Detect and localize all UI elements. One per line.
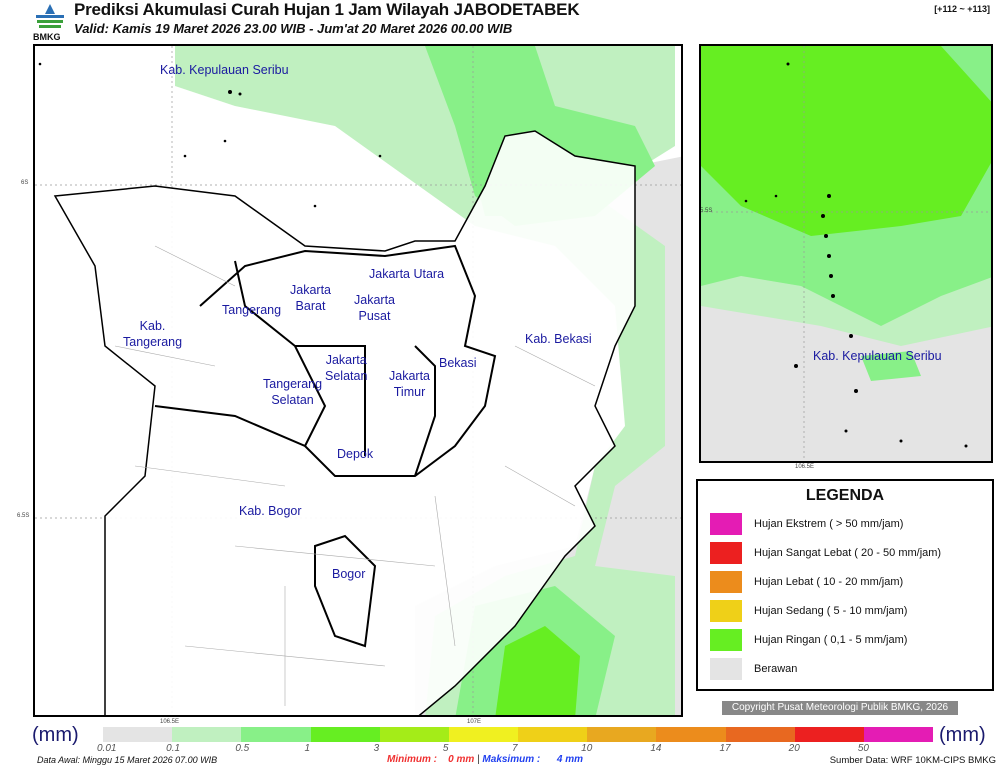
bmkg-logo: BMKG	[33, 2, 67, 42]
legend-swatch	[710, 571, 742, 593]
colorbar-tick: 0.01	[97, 743, 117, 754]
logo-text: BMKG	[33, 32, 61, 42]
legend-title: LEGENDA	[805, 487, 885, 504]
legend-item: Hujan Lebat ( 10 - 20 mm/jam)	[710, 571, 903, 593]
map-label: Jakarta Utara	[369, 267, 445, 281]
colorbar-tick: 5	[442, 743, 449, 754]
colorbar-tick: 17	[719, 743, 731, 754]
colorbar-segment	[863, 727, 934, 742]
colorbar-segment	[518, 727, 588, 742]
legend-label: Hujan Sedang ( 5 - 10 mm/jam)	[754, 605, 908, 617]
forecast-step-code: [+112 ~ +113]	[934, 4, 990, 14]
colorbar-tick: 1	[304, 743, 311, 754]
colorbar-tick: 20	[788, 743, 800, 754]
colorbar-tick: 3	[373, 743, 380, 754]
colorbar	[103, 727, 934, 742]
data-awal: Data Awal: Minggu 15 Maret 2026 07.00 WI…	[37, 755, 218, 765]
legend-label: Hujan Sangat Lebat ( 20 - 50 mm/jam)	[754, 547, 942, 559]
colorbar-tick: 0.1	[166, 743, 181, 754]
colorbar-segment	[172, 727, 242, 742]
legend-label: Hujan Ekstrem ( > 50 mm/jam)	[754, 518, 904, 530]
min-label: Minimum :	[387, 754, 437, 765]
max-value: 4 mm	[556, 754, 584, 765]
lat-tick: 5.5S	[700, 208, 713, 214]
colorbar-tick: 10	[581, 743, 593, 754]
colorbar-segment	[379, 727, 449, 742]
legend-label: Hujan Ringan ( 0,1 - 5 mm/jam)	[754, 634, 908, 646]
lat-tick: 6S	[21, 180, 29, 186]
lon-tick: 107E	[467, 719, 482, 725]
colorbar-segment	[794, 727, 864, 742]
data-source: Sumber Data: WRF 10KM-CIPS BMKG	[829, 755, 996, 766]
map-label: Depok	[337, 447, 374, 461]
lat-tick: 6.5S	[17, 513, 30, 519]
colorbar-segment	[725, 727, 795, 742]
legend-swatch	[710, 629, 742, 651]
colorbar-segment	[241, 727, 311, 742]
legend-swatch	[710, 658, 742, 680]
lon-tick: 106.5E	[160, 719, 180, 725]
legend-item: Hujan Ringan ( 0,1 - 5 mm/jam)	[710, 629, 907, 651]
map-label: Bogor	[332, 567, 366, 581]
colorbar-segment	[448, 727, 519, 742]
separator: |	[477, 754, 480, 765]
map-label: Bekasi	[439, 356, 477, 370]
max-label: Maksimum :	[482, 754, 541, 765]
map-label: Jakarta Pusat	[354, 293, 395, 323]
colorbar-segment	[656, 727, 726, 742]
valid-period: Valid: Kamis 19 Maret 2026 23.00 WIB - J…	[74, 21, 513, 36]
copyright: Copyright Pusat Meteorologi Publik BMKG,…	[722, 701, 958, 715]
colorbar-tick: 0.5	[235, 743, 250, 754]
colorbar-segment	[587, 727, 657, 742]
inset-lon-tick: 106.5E	[795, 464, 815, 470]
legend-label: Hujan Lebat ( 10 - 20 mm/jam)	[754, 576, 904, 588]
map-label: Tangerang Selatan	[263, 377, 323, 407]
legend-swatch	[710, 600, 742, 622]
page-title: Prediksi Akumulasi Curah Hujan 1 Jam Wil…	[74, 0, 580, 19]
region-boundaries	[53, 130, 636, 715]
colorbar-tick: 7	[512, 743, 518, 754]
map-label: Kab. Bekasi	[525, 332, 592, 346]
unit-right: (mm)	[939, 724, 986, 746]
map-label: Tangerang	[222, 303, 282, 317]
map-label: Jakarta Timur	[389, 369, 430, 399]
legend-swatch	[710, 513, 742, 535]
map-label: Kab. Tangerang	[123, 319, 183, 349]
legend-item: Berawan	[710, 658, 797, 680]
legend-item: Hujan Sangat Lebat ( 20 - 50 mm/jam)	[710, 542, 941, 564]
map-label: Kab. Kepulauan Seribu	[160, 63, 289, 77]
legend-swatch	[710, 542, 742, 564]
inset-label: Kab. Kepulauan Seribu	[813, 349, 942, 363]
colorbar-segment	[103, 727, 173, 742]
colorbar-tick: 14	[650, 743, 662, 754]
map-label: Kab. Bogor	[239, 504, 302, 518]
min-value: 0 mm	[448, 754, 475, 765]
legend-label: Berawan	[754, 663, 798, 675]
legend-item: Hujan Sedang ( 5 - 10 mm/jam)	[710, 600, 907, 622]
colorbar-segment	[310, 727, 380, 742]
unit-left: (mm)	[32, 724, 79, 746]
legend: LEGENDA Hujan Ekstrem ( > 50 mm/jam) Huja…	[696, 479, 994, 691]
colorbar-tick: 50	[857, 743, 869, 754]
map-label: Jakarta Barat	[290, 283, 331, 313]
inset-map[interactable]: Kab. Kepulauan Seribu 5.5S	[699, 44, 993, 463]
map-label: Jakarta Selatan	[325, 353, 368, 383]
island-dots	[38, 62, 382, 208]
min-max: Minimum : 0 mm | Maksimum : 4 mm	[387, 754, 583, 765]
legend-item: Hujan Ekstrem ( > 50 mm/jam)	[710, 513, 903, 535]
main-map[interactable]: Kab. Kepulauan Seribu Jakarta Utara Jaka…	[33, 44, 683, 717]
